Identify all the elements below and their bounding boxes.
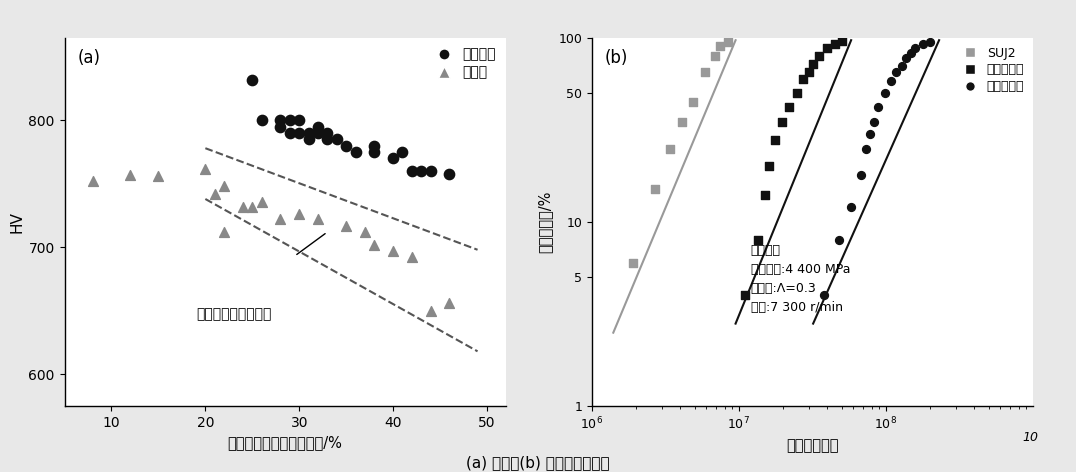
Point bbox=[789, 89, 806, 97]
Y-axis label: 累积破劳率/%: 累积破劳率/% bbox=[538, 191, 553, 253]
Point bbox=[394, 148, 411, 156]
Point bbox=[816, 291, 833, 299]
Point bbox=[272, 123, 289, 130]
Point bbox=[843, 203, 860, 211]
Point bbox=[366, 241, 383, 248]
Point bbox=[84, 177, 101, 185]
Text: 测试条件
最大应力:4 400 MPa
油润滑:Λ=0.3
速度:7 300 r/min: 测试条件 最大应力:4 400 MPa 油润滑:Λ=0.3 速度:7 300 r… bbox=[751, 244, 850, 314]
Point bbox=[833, 37, 850, 45]
Point bbox=[876, 89, 893, 97]
Point bbox=[291, 211, 308, 218]
Legend: SUJ2, 普通渗碳钢, 超长寿命钢: SUJ2, 普通渗碳钢, 超长寿命钢 bbox=[955, 44, 1027, 95]
Point bbox=[696, 68, 713, 76]
Point bbox=[422, 167, 439, 175]
Point bbox=[707, 52, 724, 59]
Point bbox=[422, 307, 439, 314]
Point bbox=[150, 172, 167, 180]
Text: (b): (b) bbox=[605, 49, 628, 67]
Point bbox=[831, 236, 848, 244]
Point bbox=[780, 103, 797, 111]
Point bbox=[862, 130, 879, 138]
Point bbox=[810, 52, 827, 59]
Point bbox=[235, 203, 252, 211]
Point bbox=[215, 183, 232, 190]
Point bbox=[826, 40, 844, 47]
Point bbox=[906, 44, 923, 52]
Point bbox=[404, 167, 421, 175]
Point bbox=[897, 54, 915, 61]
Point bbox=[243, 203, 260, 211]
Point bbox=[318, 135, 336, 143]
Point bbox=[122, 171, 139, 178]
Point bbox=[684, 98, 702, 105]
Point bbox=[243, 76, 260, 84]
Point bbox=[852, 171, 869, 178]
Point bbox=[272, 216, 289, 223]
Point bbox=[441, 299, 458, 307]
Point bbox=[272, 117, 289, 124]
Point bbox=[310, 123, 327, 130]
Text: (a): (a) bbox=[77, 49, 101, 67]
Point bbox=[384, 155, 401, 162]
Text: (a) 硬度；(b) 接触疲劳寿命。: (a) 硬度；(b) 接触疲劳寿命。 bbox=[466, 455, 610, 470]
Point bbox=[253, 117, 270, 124]
Point bbox=[647, 185, 664, 193]
Point bbox=[903, 49, 920, 57]
Point bbox=[356, 228, 373, 236]
Point bbox=[441, 170, 458, 177]
Point bbox=[736, 291, 753, 299]
Point bbox=[281, 117, 298, 124]
Point bbox=[761, 163, 778, 170]
Point bbox=[291, 129, 308, 137]
Point bbox=[719, 38, 736, 46]
Point bbox=[662, 145, 679, 152]
Point bbox=[711, 42, 728, 50]
Point bbox=[766, 136, 783, 143]
Point bbox=[624, 259, 641, 267]
Point bbox=[865, 118, 882, 126]
Point bbox=[805, 60, 822, 68]
Point bbox=[207, 190, 224, 198]
Point bbox=[253, 198, 270, 205]
Point bbox=[858, 145, 875, 152]
Point bbox=[384, 247, 401, 255]
Point bbox=[366, 148, 383, 156]
Point bbox=[338, 222, 355, 229]
Point bbox=[310, 216, 327, 223]
Point bbox=[819, 44, 836, 52]
Point bbox=[773, 118, 790, 126]
Point bbox=[869, 103, 887, 111]
Point bbox=[300, 135, 317, 143]
Point bbox=[674, 118, 691, 126]
Point bbox=[318, 129, 336, 137]
Text: 10: 10 bbox=[1023, 431, 1038, 444]
Legend: 超长寿命, 长寿命: 超长寿命, 长寿命 bbox=[428, 45, 499, 83]
Point bbox=[921, 38, 938, 46]
X-axis label: 应力循环次数: 应力循环次数 bbox=[787, 438, 838, 453]
Point bbox=[882, 77, 900, 85]
Point bbox=[328, 135, 345, 143]
Point bbox=[215, 228, 232, 236]
Point bbox=[300, 129, 317, 137]
Text: 长寿命轴承钢的范围: 长寿命轴承钢的范围 bbox=[196, 307, 271, 321]
Point bbox=[756, 191, 774, 199]
Point bbox=[795, 75, 812, 83]
Point bbox=[197, 165, 214, 172]
Point bbox=[915, 41, 932, 48]
Point bbox=[412, 167, 429, 175]
Point bbox=[310, 129, 327, 137]
Point bbox=[888, 68, 905, 76]
Point bbox=[338, 142, 355, 150]
Point bbox=[749, 236, 766, 244]
Point bbox=[404, 253, 421, 261]
X-axis label: 残余奥氏体量的体积分数/%: 残余奥氏体量的体积分数/% bbox=[228, 435, 342, 450]
Y-axis label: HV: HV bbox=[10, 211, 25, 233]
Point bbox=[281, 129, 298, 137]
Point bbox=[366, 142, 383, 150]
Point bbox=[291, 117, 308, 124]
Point bbox=[893, 62, 910, 70]
Point bbox=[346, 148, 364, 156]
Point bbox=[801, 68, 818, 76]
